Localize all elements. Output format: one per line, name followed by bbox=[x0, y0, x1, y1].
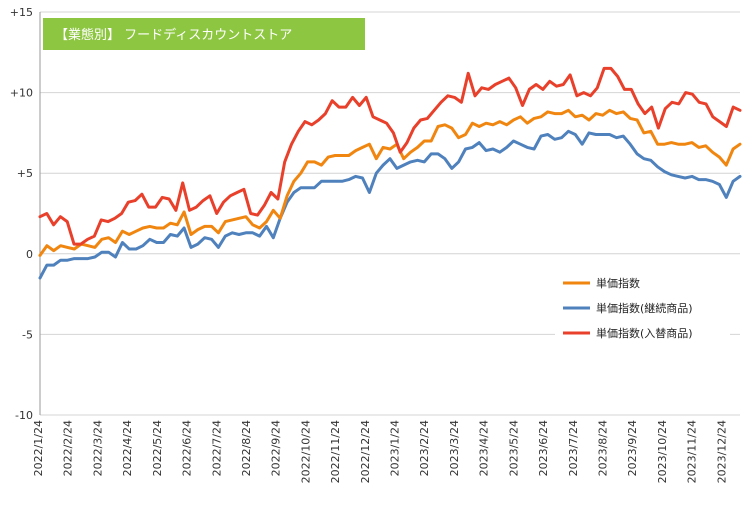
x-tick-label: 2023/12/24 bbox=[715, 420, 728, 483]
y-tick-label: -5 bbox=[22, 328, 33, 341]
x-tick-label: 2022/8/24 bbox=[240, 420, 253, 476]
x-tick-label: 2023/8/24 bbox=[596, 420, 609, 476]
x-tick-label: 2023/1/24 bbox=[389, 420, 402, 476]
y-tick-label: 0 bbox=[26, 248, 33, 261]
x-tick-label: 2023/3/24 bbox=[448, 420, 461, 476]
x-tick-label: 2022/3/24 bbox=[91, 420, 104, 476]
x-tick-label: 2023/11/24 bbox=[686, 420, 699, 483]
x-tick-label: 2022/1/24 bbox=[32, 420, 45, 476]
y-axis-ticks: +15 +10 +5 0 -5 -10 bbox=[10, 6, 33, 422]
legend-label: 単価指数(入替商品) bbox=[596, 326, 693, 340]
x-axis-ticks: 2022/1/24 2022/2/24 2022/3/24 2022/4/24 2022… bbox=[32, 420, 728, 483]
chart-title-box: 【業態別】 フードディスカウントストア bbox=[43, 18, 365, 50]
x-tick-label: 2023/2/24 bbox=[418, 420, 431, 476]
y-tick-label: +15 bbox=[10, 6, 33, 19]
chart-title: 【業態別】 フードディスカウントストア bbox=[55, 27, 292, 43]
series-line bbox=[38, 66, 742, 246]
x-tick-label: 2023/4/24 bbox=[478, 420, 491, 476]
x-tick-label: 2022/6/24 bbox=[181, 420, 194, 476]
y-tick-label: +10 bbox=[10, 87, 33, 100]
x-tick-label: 2023/9/24 bbox=[626, 420, 639, 476]
x-tick-label: 2022/10/24 bbox=[299, 420, 312, 483]
x-tick-label: 2023/5/24 bbox=[507, 420, 520, 476]
series-line bbox=[38, 108, 742, 257]
x-tick-label: 2022/9/24 bbox=[270, 420, 283, 476]
y-tick-label: -10 bbox=[15, 409, 33, 422]
x-tick-label: 2022/5/24 bbox=[151, 420, 164, 476]
x-tick-label: 2022/2/24 bbox=[62, 420, 75, 476]
y-tick-label: +5 bbox=[17, 167, 33, 180]
series-line bbox=[38, 129, 742, 280]
series-lines bbox=[38, 66, 742, 280]
legend-label: 単価指数(継続商品) bbox=[596, 301, 693, 315]
x-tick-label: 2023/10/24 bbox=[656, 420, 669, 483]
x-tick-label: 2022/4/24 bbox=[121, 420, 134, 476]
x-tick-label: 2022/11/24 bbox=[329, 420, 342, 483]
chart-title-background bbox=[43, 18, 365, 50]
x-tick-label: 2022/12/24 bbox=[359, 420, 372, 483]
legend-label: 単価指数 bbox=[596, 276, 640, 290]
x-tick-label: 2023/7/24 bbox=[567, 420, 580, 476]
x-tick-label: 2022/7/24 bbox=[210, 420, 223, 476]
x-tick-label: 2023/6/24 bbox=[537, 420, 550, 476]
gridlines bbox=[40, 11, 740, 416]
